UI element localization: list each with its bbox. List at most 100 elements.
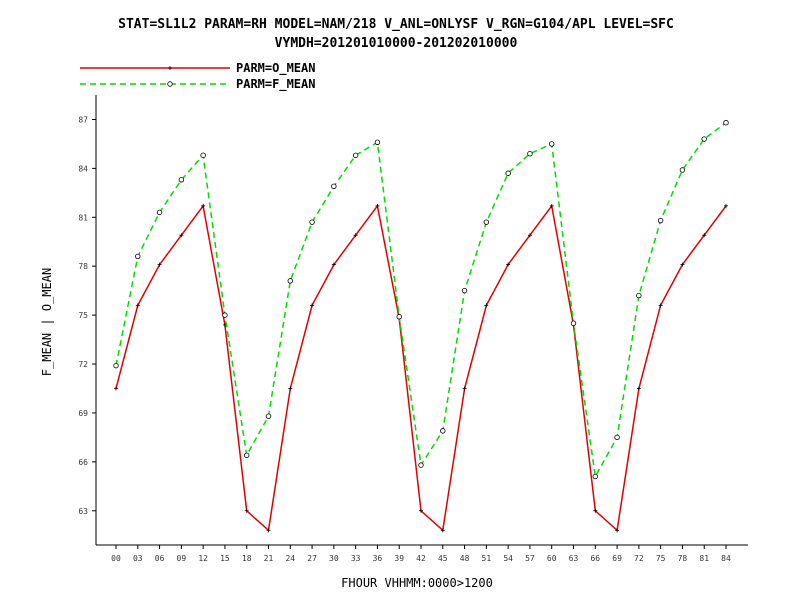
x-tick-label: 30: [329, 554, 339, 563]
data-point: [310, 303, 315, 308]
data-point: [701, 136, 707, 142]
legend-label: PARM=O_MEAN: [236, 61, 315, 76]
x-tick-label: 66: [590, 554, 600, 563]
y-tick-label: 75: [78, 311, 88, 320]
data-point: [178, 177, 185, 183]
x-tick-label: 63: [569, 554, 579, 563]
legend-marker: [167, 81, 173, 87]
data-point: [135, 253, 141, 260]
data-point: [287, 278, 293, 284]
data-point: [702, 233, 707, 238]
data-point: [570, 320, 577, 326]
data-point: [592, 473, 598, 480]
legend-item: PARM=O_MEAN: [80, 61, 315, 76]
data-point: [549, 141, 555, 147]
x-tick-label: 72: [634, 554, 644, 563]
data-point: [615, 528, 620, 533]
y-axis-ticks: 63 66 69 72 75 78 81 84 87: [78, 115, 96, 516]
data-point: [527, 233, 532, 238]
x-tick-label: 36: [373, 554, 383, 563]
x-tick-label: 78: [678, 554, 688, 563]
y-tick-label: 81: [78, 213, 88, 222]
y-tick-label: 87: [78, 115, 88, 124]
x-tick-label: 54: [503, 554, 513, 563]
data-point: [593, 508, 598, 513]
y-tick-label: 78: [78, 262, 88, 271]
data-point: [614, 434, 620, 441]
y-tick-label: 69: [78, 409, 88, 418]
data-point: [375, 203, 380, 208]
series-layer: [113, 120, 729, 533]
legend-item: PARM=F_MEAN: [80, 77, 315, 92]
data-point: [723, 120, 729, 126]
y-tick-label: 63: [78, 507, 88, 516]
x-tick-label: 84: [721, 554, 731, 563]
series-line: [115, 204, 727, 532]
data-point: [636, 292, 642, 299]
x-tick-label: 48: [460, 554, 470, 563]
data-point: [179, 233, 184, 238]
data-point: [506, 262, 511, 267]
data-point: [440, 428, 446, 434]
data-point: [244, 508, 249, 513]
y-tick-label: 72: [78, 360, 88, 369]
x-tick-label: 45: [438, 554, 448, 563]
x-tick-label: 27: [307, 554, 317, 563]
data-point: [156, 209, 163, 216]
data-point: [462, 386, 467, 391]
data-point: [680, 262, 685, 267]
x-tick-label: 81: [699, 554, 709, 563]
data-point: [113, 362, 119, 369]
data-point: [200, 152, 206, 159]
x-tick-label: 18: [242, 554, 252, 563]
x-tick-label: 75: [656, 554, 666, 563]
x-tick-label: 39: [394, 554, 404, 563]
chart-title-line-2: VYMDH=201201010000-201202010000: [275, 36, 518, 51]
data-point: [440, 528, 445, 533]
data-point: [288, 386, 293, 391]
data-point: [505, 170, 511, 176]
series-f-mean: [113, 120, 729, 480]
data-point: [201, 203, 206, 208]
data-point: [157, 262, 162, 267]
data-point: [679, 167, 686, 173]
x-tick-label: 60: [547, 554, 557, 563]
y-tick-label: 66: [78, 458, 88, 467]
data-point: [549, 203, 554, 208]
data-point: [483, 219, 490, 225]
x-tick-label: 09: [177, 554, 187, 563]
chart-title-line-1: STAT=SL1L2 PARAM=RH MODEL=NAM/218 V_ANL=…: [118, 17, 674, 32]
data-point: [222, 312, 228, 318]
data-point: [309, 219, 315, 225]
y-tick-label: 84: [78, 164, 88, 173]
data-point: [265, 413, 272, 419]
data-point: [419, 508, 423, 513]
data-point: [657, 217, 664, 224]
x-tick-label: 12: [198, 554, 208, 563]
data-point: [374, 139, 381, 145]
x-tick-label: 21: [264, 554, 274, 563]
data-point: [331, 262, 336, 267]
data-point: [636, 386, 641, 391]
x-tick-label: 57: [525, 554, 535, 563]
legend-label: PARM=F_MEAN: [236, 77, 315, 92]
y-axis-label: F_MEAN | O_MEAN: [40, 268, 54, 376]
data-point: [353, 233, 358, 238]
data-point: [114, 386, 118, 391]
data-point: [266, 528, 271, 533]
data-point: [658, 303, 663, 308]
series-line: [115, 122, 727, 479]
x-tick-label: 33: [351, 554, 361, 563]
x-tick-label: 03: [133, 554, 143, 563]
data-point: [484, 303, 489, 308]
data-point: [331, 183, 337, 190]
data-point: [461, 287, 468, 294]
x-tick-label: 00: [111, 554, 121, 563]
data-point: [396, 314, 402, 320]
data-point: [135, 303, 140, 308]
data-point: [724, 203, 728, 208]
x-tick-label: 15: [220, 554, 230, 563]
x-axis-ticks: 00 03 06 09 12 15 18 21 24 27 30 33 36 39 42 45 48 51 54 57…: [111, 545, 731, 563]
